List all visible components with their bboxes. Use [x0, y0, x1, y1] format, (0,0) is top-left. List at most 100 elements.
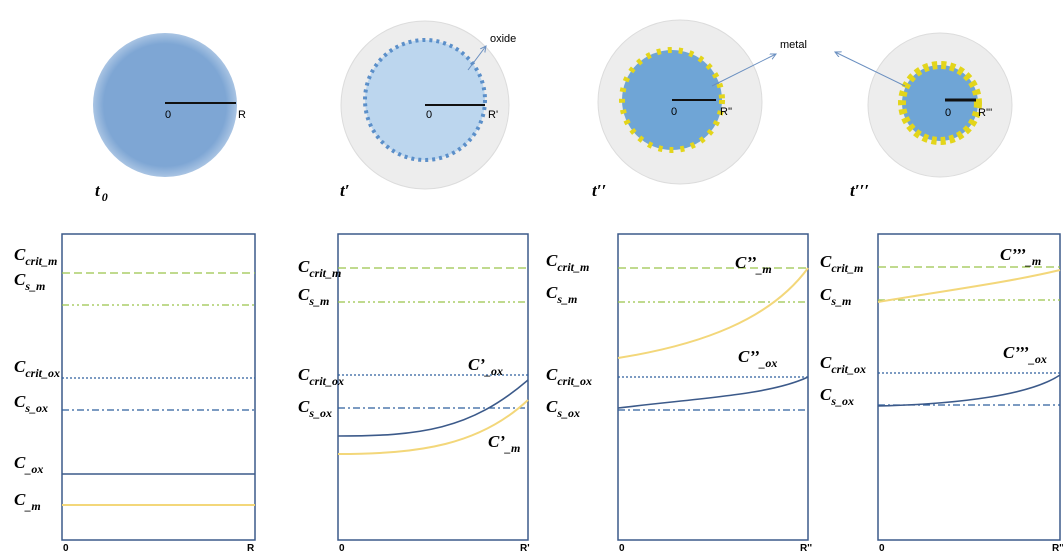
- origin-label: 0: [671, 106, 677, 118]
- origin-label: 0: [165, 109, 171, 121]
- level-label: Ccrit_ox: [14, 357, 60, 380]
- origin-label: 0: [426, 109, 432, 121]
- radius-label: R''': [978, 107, 992, 119]
- axis-end: R: [247, 543, 255, 554]
- label-sub: _m: [504, 441, 520, 455]
- particle: [93, 33, 237, 177]
- label-sub: s_ox: [830, 394, 854, 408]
- curve-label: C’_ox: [468, 355, 503, 378]
- axis-end: R''': [1052, 543, 1063, 554]
- label-sub: _ox: [1028, 352, 1047, 366]
- radius-label: R: [238, 109, 246, 121]
- level-label: C_m: [14, 490, 41, 513]
- radius-label: R'': [720, 106, 732, 118]
- axis-end: R'': [800, 543, 812, 554]
- label-main: C: [14, 392, 26, 411]
- label-main: C: [298, 285, 310, 304]
- label-main: C’’’: [1003, 343, 1029, 362]
- label-sub: _m: [1025, 254, 1041, 268]
- time-label: t′′′: [850, 181, 869, 200]
- level-label: Cs_ox: [820, 385, 854, 408]
- time-label: t′: [340, 181, 350, 200]
- label-main: C: [298, 257, 310, 276]
- core: [365, 40, 485, 160]
- origin-label: 0: [945, 107, 951, 119]
- time-label: t′′: [592, 181, 606, 200]
- label-main: C: [546, 397, 558, 416]
- axis-start: 0: [63, 543, 69, 554]
- axis-start: 0: [879, 543, 885, 554]
- radius-label: R': [488, 109, 498, 121]
- label-sub: _ox: [758, 356, 777, 370]
- level-label: Cs_m: [298, 285, 329, 308]
- curve: [618, 268, 808, 358]
- label-main: C: [546, 283, 558, 302]
- plot-box: [338, 234, 528, 540]
- label-sub: _ox: [484, 364, 503, 378]
- label-main: C’: [488, 432, 505, 451]
- label-main: C: [546, 251, 558, 270]
- label-sub: crit_m: [25, 254, 57, 268]
- label-main: C: [546, 365, 558, 384]
- curve-label: C’’_ox: [738, 347, 777, 370]
- label-main: C’’’: [1000, 245, 1026, 264]
- level-label: Ccrit_ox: [298, 365, 344, 388]
- label-main: C: [14, 490, 26, 509]
- label-main: C: [14, 453, 26, 472]
- level-label: Ccrit_m: [546, 251, 589, 274]
- label-main: C: [820, 252, 832, 271]
- label-main: C: [14, 357, 26, 376]
- label-sub: crit_m: [309, 266, 341, 280]
- level-label: Ccrit_ox: [820, 353, 866, 376]
- label-sub: s_ox: [308, 406, 332, 420]
- label-sub: s_m: [24, 279, 45, 293]
- label-sub: s_ox: [556, 406, 580, 420]
- time-base: t′′′: [850, 181, 869, 200]
- label-main: C: [820, 285, 832, 304]
- time-sub: 0: [102, 190, 108, 204]
- label-sub: crit_ox: [25, 366, 60, 380]
- level-label: Ccrit_m: [298, 257, 341, 280]
- level-label: Ccrit_m: [14, 245, 57, 268]
- level-label: Cs_m: [820, 285, 851, 308]
- label-main: C’’: [735, 253, 757, 272]
- curve-label: C’’’_m: [1000, 245, 1041, 268]
- level-label: C_ox: [14, 453, 43, 476]
- core: [902, 65, 978, 141]
- level-label: Cs_m: [546, 283, 577, 306]
- label-sub: _ox: [24, 462, 43, 476]
- label-main: C: [298, 365, 310, 384]
- level-label: Cs_m: [14, 270, 45, 293]
- curve-label: C’’_m: [735, 253, 772, 276]
- curve: [878, 270, 1060, 302]
- label-main: C: [820, 353, 832, 372]
- label-sub: crit_m: [557, 260, 589, 274]
- label-main: C: [14, 270, 26, 289]
- label-sub: crit_ox: [309, 374, 344, 388]
- curve: [618, 377, 808, 408]
- label-sub: crit_m: [831, 261, 863, 275]
- label-sub: crit_ox: [557, 374, 592, 388]
- axis-start: 0: [339, 543, 345, 554]
- axis-start: 0: [619, 543, 625, 554]
- time-base: t′′: [592, 181, 606, 200]
- level-label: Cs_ox: [546, 397, 580, 420]
- label-main: C’’: [738, 347, 760, 366]
- label-sub: _m: [755, 262, 771, 276]
- label-sub: _m: [24, 499, 40, 513]
- label-sub: s_m: [308, 294, 329, 308]
- plot-box: [62, 234, 255, 540]
- figure: oxide metal 0Rt0Ccrit_mCs_mCcrit_oxCs_ox…: [0, 0, 1063, 556]
- label-main: C’: [468, 355, 485, 374]
- level-label: Cs_ox: [14, 392, 48, 415]
- time-base: t: [95, 181, 101, 200]
- label-sub: s_m: [830, 294, 851, 308]
- label-sub: s_ox: [24, 401, 48, 415]
- callout: metal: [780, 39, 807, 51]
- curve-label: C’_m: [488, 432, 520, 455]
- level-label: Cs_ox: [298, 397, 332, 420]
- label-main: C: [820, 385, 832, 404]
- time-base: t′: [340, 181, 350, 200]
- level-label: Ccrit_m: [820, 252, 863, 275]
